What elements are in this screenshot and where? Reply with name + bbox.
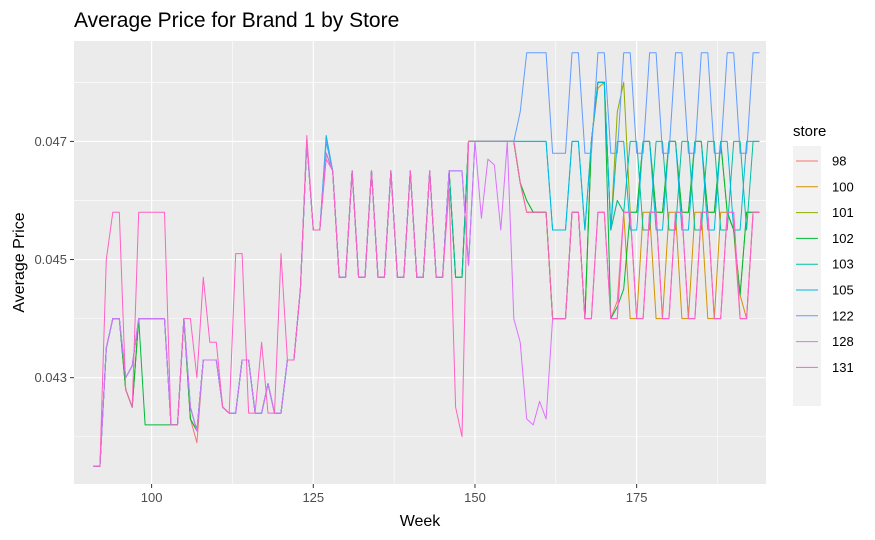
series-line-131 — [93, 135, 760, 467]
legend-label-131: 131 — [832, 360, 854, 375]
series-lines — [93, 52, 760, 467]
x-tick-label: 125 — [302, 490, 324, 505]
legend-label-128: 128 — [832, 334, 854, 349]
x-tick-label: 175 — [626, 490, 648, 505]
y-tick-label: 0.047 — [34, 134, 67, 149]
minor-gridlines — [74, 41, 766, 484]
y-axis: 0.043 0.045 0.047 — [34, 134, 74, 385]
x-axis-title: Week — [400, 513, 442, 530]
legend-label-101: 101 — [832, 205, 854, 220]
legend-label-105: 105 — [832, 283, 854, 298]
x-tick-label: 150 — [464, 490, 486, 505]
legend: store 98 100 101 102 103 105 122 128 131 — [793, 123, 854, 406]
legend-label-103: 103 — [832, 257, 854, 272]
y-tick-label: 0.045 — [34, 252, 67, 267]
legend-label-100: 100 — [832, 179, 854, 194]
major-gridlines — [74, 41, 766, 484]
legend-label-122: 122 — [832, 308, 854, 323]
chart-title: Average Price for Brand 1 by Store — [74, 9, 399, 32]
x-tick-label: 100 — [141, 490, 163, 505]
y-axis-title: Average Price — [11, 212, 28, 312]
legend-label-98: 98 — [832, 154, 846, 169]
legend-label-102: 102 — [832, 231, 854, 246]
legend-title: store — [793, 123, 826, 140]
x-axis: 100 125 150 175 — [141, 484, 648, 505]
y-tick-label: 0.043 — [34, 370, 67, 385]
